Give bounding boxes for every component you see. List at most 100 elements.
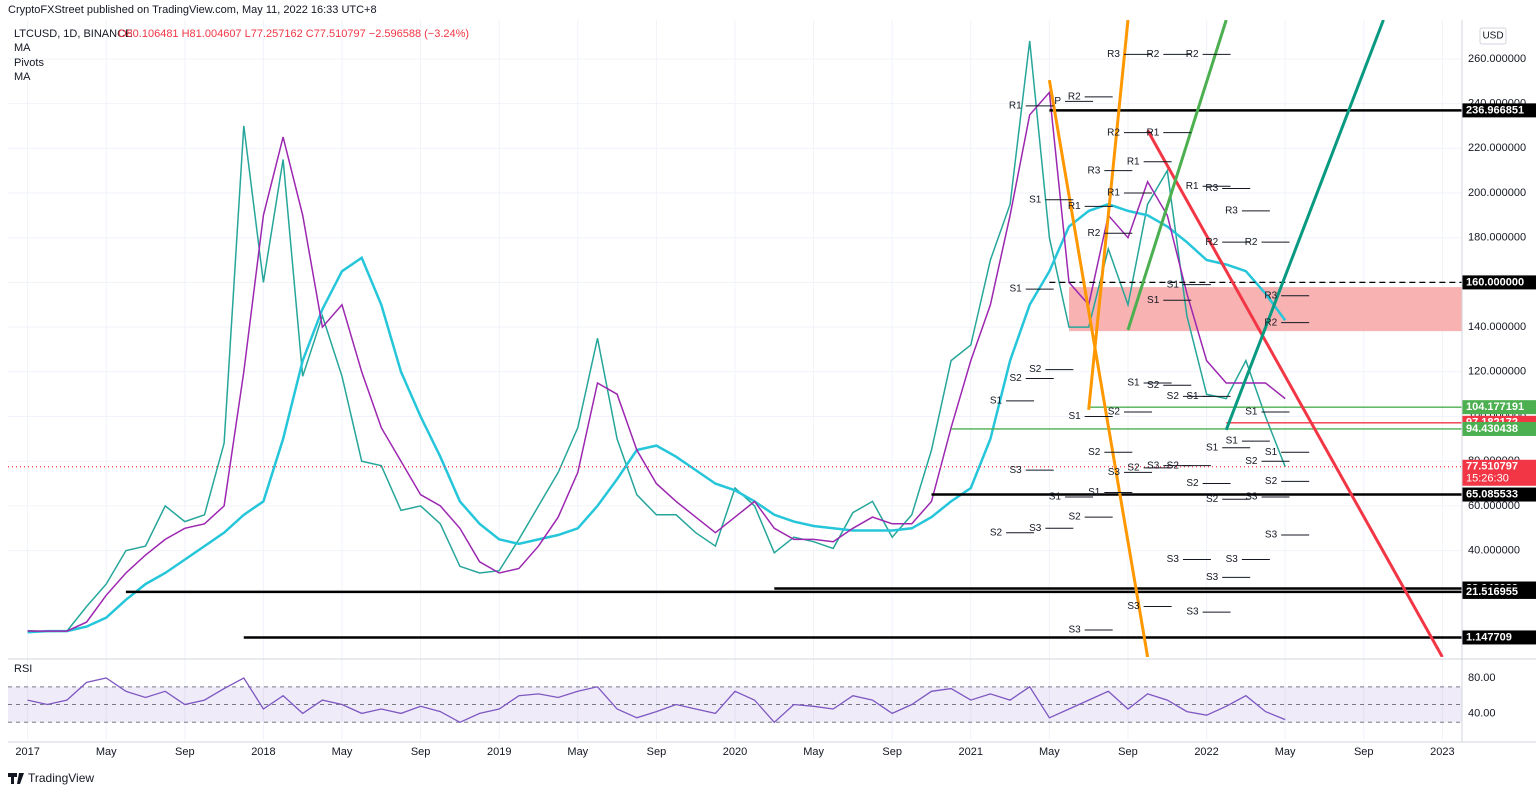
rsi-tick-label: 80.00 bbox=[1468, 672, 1496, 684]
rsi-plot bbox=[27, 677, 1286, 724]
pivot-label: P bbox=[1054, 96, 1061, 107]
level-label: 77.510797 bbox=[1466, 461, 1518, 473]
x-tick-label: Sep bbox=[411, 746, 431, 758]
pivot-label: R2 bbox=[1146, 49, 1159, 60]
rsi-title: RSI bbox=[14, 663, 32, 675]
level-label: 65.085533 bbox=[1466, 488, 1518, 500]
pivot-label: S3 bbox=[1029, 523, 1042, 534]
level-box bbox=[1462, 421, 1536, 436]
pivot-label: S1 bbox=[1265, 447, 1278, 458]
rsi-tick-label: 40.00 bbox=[1468, 707, 1496, 719]
pivot-label: R1 bbox=[1146, 127, 1159, 138]
pivot-label: S2 bbox=[1206, 494, 1219, 505]
x-tick-label: Sep bbox=[1118, 746, 1138, 758]
level-box bbox=[1462, 487, 1536, 502]
trendline bbox=[1146, 129, 1444, 657]
symbol: LTCUSD, 1D, BINANCE bbox=[14, 28, 132, 40]
pivot-label: S1 bbox=[1226, 436, 1239, 447]
trendline bbox=[1126, 20, 1228, 331]
y-tick-label: 260.000000 bbox=[1468, 53, 1526, 65]
pivot-label: S1 bbox=[1127, 378, 1140, 389]
x-tick-label: 2023 bbox=[1430, 746, 1454, 758]
pivot-label: S3 bbox=[1068, 625, 1081, 636]
currency-box bbox=[1479, 27, 1507, 45]
x-tick-label: May bbox=[96, 746, 117, 758]
y-tick-label: 200.000000 bbox=[1468, 187, 1526, 199]
logo bbox=[8, 773, 24, 784]
pivot-label: S2 bbox=[1009, 373, 1022, 384]
pivot-label: S3 bbox=[1147, 460, 1160, 471]
pivot-label: S1 bbox=[1088, 487, 1101, 498]
pivot-label: S1 bbox=[1009, 284, 1022, 295]
pivot-label: S1 bbox=[1206, 442, 1219, 453]
pivot-label: R3 bbox=[1088, 165, 1101, 176]
ohlc: O80.106481 H81.004607 L77.257162 C77.510… bbox=[118, 28, 469, 40]
y-tick-label: 140.000000 bbox=[1468, 321, 1526, 333]
pivot-label: S2 bbox=[1068, 512, 1081, 523]
pivot-label: S2 bbox=[1108, 407, 1121, 418]
level-label: 160.000000 bbox=[1466, 276, 1524, 288]
level-label: 94.430438 bbox=[1466, 423, 1518, 435]
pivot-label: R2 bbox=[1107, 127, 1120, 138]
footer: TradingView bbox=[28, 771, 94, 785]
pivot-label: R1 bbox=[1009, 100, 1022, 111]
trendline bbox=[1224, 20, 1385, 431]
trendline bbox=[1087, 20, 1130, 410]
pivot-label: S1 bbox=[990, 395, 1003, 406]
pivot-label: S2 bbox=[1147, 380, 1160, 391]
y-tick-label: 180.000000 bbox=[1468, 232, 1526, 244]
pivot-label: S2 bbox=[1245, 456, 1258, 467]
level-label: 1.147709 bbox=[1466, 631, 1512, 643]
level-box bbox=[1462, 103, 1536, 118]
pivot-label: R2 bbox=[1186, 49, 1199, 60]
pivot-label: S3 bbox=[1186, 607, 1199, 618]
countdown: 15:26:30 bbox=[1466, 473, 1509, 485]
x-tick-label: May bbox=[1275, 746, 1296, 758]
axes-layer: 40.00000060.00000080.000000100.000000120… bbox=[15, 53, 1536, 758]
pivot-label: S2 bbox=[1167, 460, 1180, 471]
pivot-label: R3 bbox=[1107, 49, 1120, 60]
pivot-label: S1 bbox=[1186, 391, 1199, 402]
x-tick-label: 2021 bbox=[959, 746, 983, 758]
pivot-label: S2 bbox=[1029, 364, 1042, 375]
level-label: 21.516955 bbox=[1466, 586, 1518, 598]
y-tick-label: 60.000000 bbox=[1468, 500, 1520, 512]
x-tick-label: 2019 bbox=[487, 746, 511, 758]
pivot-label: R3 bbox=[1205, 183, 1218, 194]
x-tick-label: May bbox=[1039, 746, 1060, 758]
rsi-pane bbox=[8, 677, 1462, 724]
level-box bbox=[1462, 400, 1536, 415]
pivot-label: R1 bbox=[1127, 156, 1140, 167]
pivot-label: S2 bbox=[990, 527, 1003, 538]
pivot-label: R1 bbox=[1107, 188, 1120, 199]
pivot-label: S1 bbox=[1068, 411, 1081, 422]
level-label: 236.966851 bbox=[1466, 104, 1524, 116]
x-tick-label: Sep bbox=[175, 746, 195, 758]
x-tick-label: May bbox=[332, 746, 353, 758]
x-tick-label: 2017 bbox=[15, 746, 39, 758]
price-line bbox=[27, 40, 1286, 633]
pivot-label: S3 bbox=[1206, 572, 1219, 583]
pivot-label: R2 bbox=[1205, 237, 1218, 248]
pivot-label: S1 bbox=[1245, 407, 1258, 418]
level-label: 104.177191 bbox=[1466, 401, 1524, 413]
pivot-label: S3 bbox=[1009, 465, 1022, 476]
x-tick-label: 2022 bbox=[1194, 746, 1218, 758]
level-box bbox=[1462, 584, 1536, 599]
publisher: CryptoFXStreet published on TradingView.… bbox=[8, 4, 377, 16]
moving-average bbox=[27, 202, 1287, 634]
plot-layer: R3 R2 R2 R2 R1 P R2 R1 R1 R3 R1 R3 R3 R1 S1 R1 R2 R2 R2 S1 S… bbox=[8, 20, 1462, 657]
pivot-label: R1 bbox=[1186, 181, 1199, 192]
pivot-label: R2 bbox=[1245, 237, 1258, 248]
x-tick-label: Sep bbox=[882, 746, 902, 758]
x-tick-label: May bbox=[803, 746, 824, 758]
pivot-label: S3 bbox=[1108, 467, 1121, 478]
pivot-label: S3 bbox=[1245, 492, 1258, 503]
rsi-line bbox=[27, 677, 1286, 724]
pivot-label: S2 bbox=[1088, 447, 1101, 458]
pivot-label: S2 bbox=[1127, 463, 1140, 474]
level-box bbox=[1462, 630, 1536, 645]
level-box bbox=[1462, 275, 1536, 290]
